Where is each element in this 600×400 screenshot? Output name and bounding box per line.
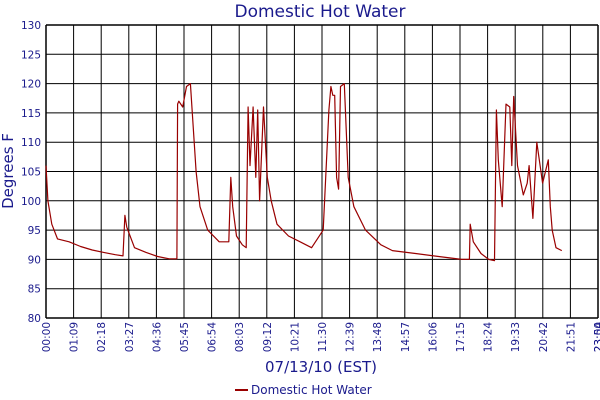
x-tick-label: 05:45	[179, 322, 191, 352]
x-tick-label: 06:54	[207, 322, 219, 353]
y-tick-label: 110	[21, 137, 41, 149]
chart-grid	[45, 24, 599, 319]
y-tick-label: 130	[21, 20, 41, 32]
y-tick-label: 105	[21, 167, 41, 179]
x-tick-label: 17:15	[455, 322, 467, 352]
y-tick-label: 125	[21, 49, 41, 61]
x-tick-label: 03:27	[124, 322, 136, 352]
x-axis-label: 07/13/10 (EST)	[265, 358, 377, 376]
y-axis-label: Degrees F	[0, 133, 17, 209]
x-tick-label: 11:30	[317, 322, 329, 352]
y-axis-ticks: 80 85 90 95 100 105 110 115 120 125 130	[21, 20, 41, 325]
y-tick-label: 100	[21, 196, 41, 208]
x-tick-label: 00:00	[41, 322, 53, 352]
x-tick-label: 04:36	[151, 322, 163, 353]
y-tick-label: 95	[28, 225, 41, 237]
x-tick-label: 02:18	[96, 322, 108, 352]
x-tick-label: 12:39	[345, 322, 357, 352]
chart-title: Domestic Hot Water	[234, 2, 405, 22]
x-axis-ticks: 00:00 01:09 02:18 03:27 04:36 05:45 06:54 08:03…	[41, 322, 600, 353]
x-tick-label: 13:48	[372, 322, 384, 352]
y-tick-label: 90	[28, 254, 41, 266]
x-tick-label: 21:51	[565, 322, 577, 352]
x-tick-label: 18:24	[483, 322, 495, 353]
x-tick-label: 14:57	[400, 322, 412, 352]
legend-label: Domestic Hot Water	[251, 383, 372, 397]
series-group	[45, 82, 563, 262]
y-tick-label: 115	[21, 108, 41, 120]
legend: Domestic Hot Water	[235, 383, 372, 397]
y-tick-label: 120	[21, 79, 41, 91]
y-tick-label: 85	[28, 284, 41, 296]
x-tick-label: 19:33	[510, 322, 522, 352]
x-tick-label: 01:09	[69, 322, 81, 352]
series-line-domestic-hot-water	[45, 82, 563, 262]
x-tick-label: 20:42	[538, 322, 550, 352]
y-tick-label: 80	[28, 313, 41, 325]
x-tick-label: 23:00	[593, 322, 600, 352]
x-tick-label: 08:03	[234, 322, 246, 352]
x-tick-label: 23:54	[593, 322, 600, 353]
x-tick-label: 16:06	[427, 322, 439, 353]
x-tick-label: 10:21	[289, 322, 301, 352]
x-tick-label: 09:12	[262, 322, 274, 352]
